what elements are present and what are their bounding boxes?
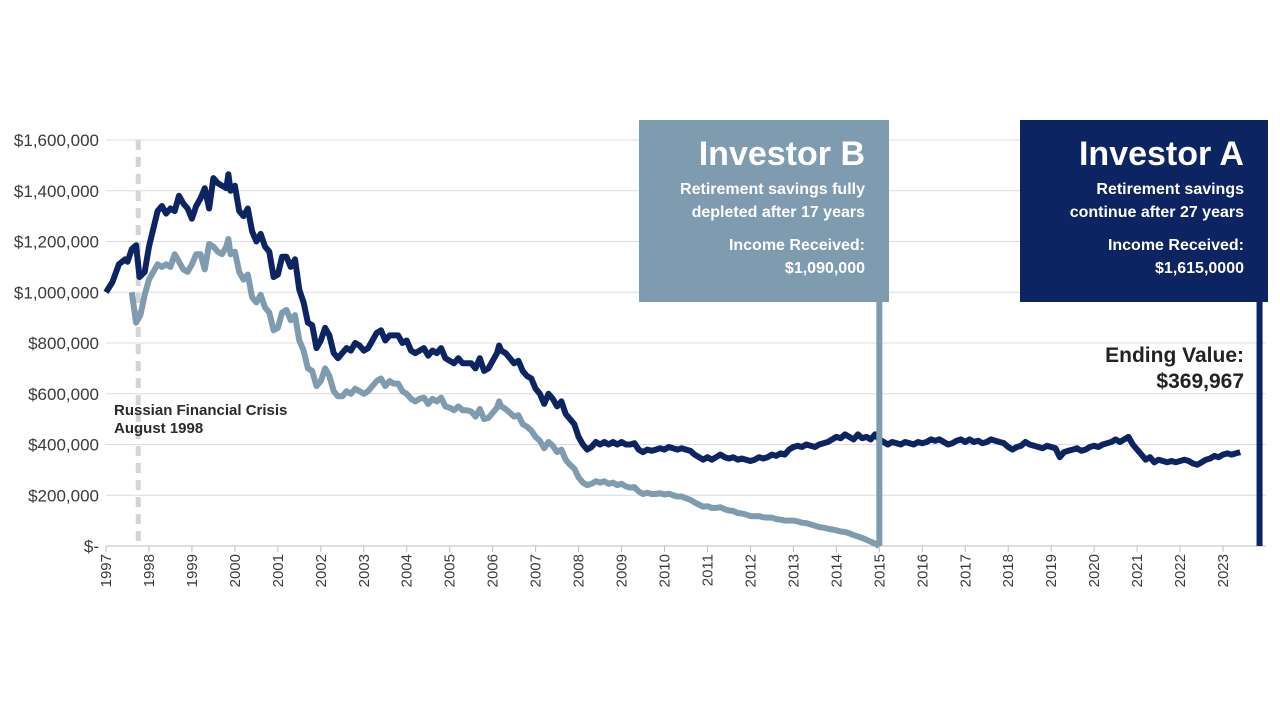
y-axis-ticks: $- $200,000 $400,000 $600,000 $800,000 $1,000… [14,131,99,556]
y-tick-label: $1,200,000 [14,233,99,252]
ending-value-amount: $369,967 [1156,370,1244,393]
x-tick-label: 2001 [270,554,287,587]
x-tick-label: 2002 [313,554,330,587]
investor-b-income-label: Income Received: [728,237,865,254]
y-tick-label: $1,000,000 [14,283,99,302]
x-tick-label: 2000 [227,554,244,587]
y-tick-label: $200,000 [28,486,99,505]
x-tick-label: 2013 [785,554,802,587]
y-tick-label: $- [84,537,99,556]
x-tick-label: 2004 [399,554,416,587]
x-tick-label: 1998 [141,554,158,587]
x-tick-label: 2021 [1129,554,1146,587]
ending-value-label: Ending Value: [1105,344,1244,367]
investor-a-description: Retirement savings continue after 27 yea… [1069,181,1244,221]
x-tick-label: 2007 [528,554,545,587]
investor-b-callout: Investor B Retirement savings fully depl… [639,120,889,302]
x-tick-label: 2008 [571,554,588,587]
x-tick-label: 2023 [1215,554,1232,587]
x-tick-label: 2009 [614,554,631,587]
x-tick-label: 2019 [1043,554,1060,587]
x-tick-label: 2003 [356,554,373,587]
investor-a-line [103,171,1242,468]
x-tick-label: 2006 [485,554,502,587]
investor-b-description: Retirement savings fully depleted after … [680,181,865,221]
x-tick-label: 2018 [1000,554,1017,587]
x-tick-label: 2017 [957,554,974,587]
y-tick-label: $1,400,000 [14,182,99,201]
investor-a-callout: Investor A Retirement savings continue a… [1020,120,1268,302]
investor-b-income-value: $1,090,000 [784,260,865,277]
x-tick-label: 2015 [871,554,888,587]
crisis-annotation-line1: Russian Financial Crisis [114,402,287,419]
x-tick-label: 2011 [699,554,716,586]
x-tick-label: 2022 [1172,554,1189,587]
y-tick-label: $400,000 [28,436,99,455]
investor-b-title: Investor B [698,135,865,173]
x-tick-label: 2016 [914,554,931,587]
x-tick-label: 2014 [828,554,845,587]
x-tick-label: 2012 [742,554,759,587]
ending-value: Ending Value: $369,967 [1105,343,1244,395]
x-tick-label: 1999 [184,554,201,587]
x-tick-label: 2005 [442,554,459,587]
x-tick-label: 2010 [657,554,674,587]
y-tick-label: $600,000 [28,385,99,404]
x-tick-label: 1997 [98,554,115,587]
y-tick-label: $800,000 [28,334,99,353]
investor-a-title: Investor A [1078,135,1244,173]
x-tick-label: 2020 [1086,554,1103,587]
investor-b-line [128,236,881,549]
investor-a-income-value: $1,615,0000 [1155,260,1244,277]
y-tick-label: $1,600,000 [14,131,99,150]
x-axis-ticks: 1997 1998 1999 2000 2001 2002 2003 2004 2005 2006… [98,554,1232,587]
investor-a-income-label: Income Received: [1107,237,1244,254]
crisis-annotation-line2: August 1998 [114,420,203,437]
